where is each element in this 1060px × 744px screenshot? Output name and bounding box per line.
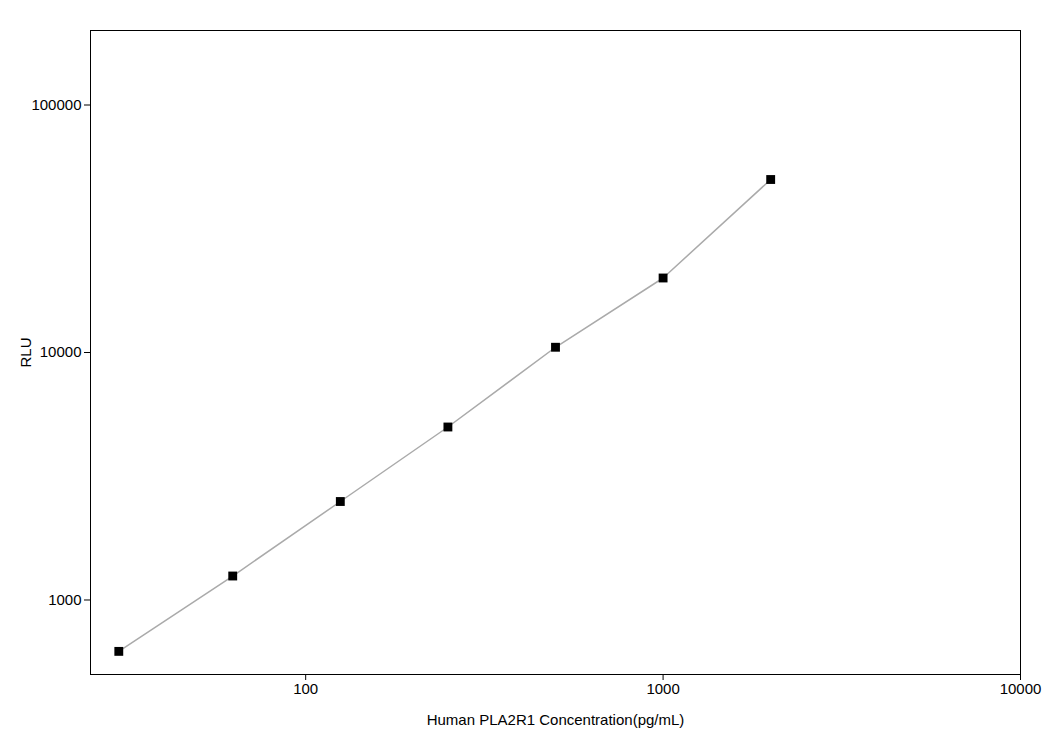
svg-text:Human PLA2R1 Concentration(pg/: Human PLA2R1 Concentration(pg/mL) [427,711,685,728]
svg-text:100000: 100000 [31,96,81,113]
svg-text:100: 100 [293,680,318,697]
svg-text:10000: 10000 [1000,680,1042,697]
svg-text:1000: 1000 [646,680,679,697]
svg-text:10000: 10000 [40,343,82,360]
svg-text:1000: 1000 [48,591,81,608]
svg-text:RLU: RLU [17,337,34,367]
